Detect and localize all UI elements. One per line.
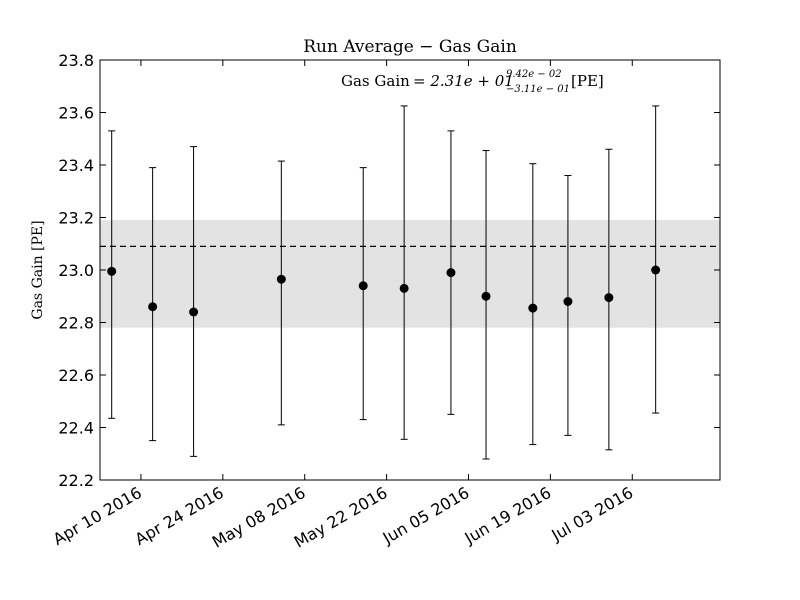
uncertainty-band — [100, 220, 720, 328]
data-point — [481, 291, 491, 301]
data-point-group — [189, 146, 199, 457]
y-tick-label: 23.8 — [58, 51, 94, 70]
data-point — [604, 293, 614, 303]
data-point-group — [276, 160, 286, 426]
data-point-group — [358, 167, 368, 421]
data-point — [563, 297, 573, 306]
x-tick-label: Jun 19 2016 — [461, 483, 555, 548]
data-point-group — [563, 175, 573, 436]
data-point-group — [604, 148, 614, 451]
data-point — [651, 265, 661, 275]
chart-title: Run Average − Gas Gain — [303, 37, 517, 57]
data-point-group — [651, 105, 661, 414]
fit-annotation: Gas Gain = 2.31e + 01 9.42e − 02 −3.11e … — [341, 69, 604, 95]
data-point-group — [481, 150, 491, 460]
y-tick-label: 22.4 — [58, 419, 94, 438]
y-ticks-layer: 22.2 22.4 22.6 22.8 23.0 23.2 23.4 23.6 23.8 — [58, 51, 720, 490]
data-point — [399, 283, 409, 293]
data-point-group — [399, 105, 409, 440]
y-tick-label: 23.6 — [58, 104, 94, 123]
y-tick-label: 22.2 — [58, 471, 94, 490]
y-tick-label: 23.2 — [58, 209, 94, 228]
y-tick-label: 23.0 — [58, 261, 94, 280]
data-point-group — [446, 130, 456, 415]
data-point — [189, 307, 199, 317]
data-point — [107, 266, 117, 276]
data-point — [148, 302, 158, 312]
x-tick-label: May 22 2016 — [291, 483, 391, 552]
x-tick-label: Apr 10 2016 — [50, 483, 145, 549]
data-point — [276, 274, 286, 284]
data-point-group — [148, 167, 158, 442]
x-tick-label: Jun 05 2016 — [379, 483, 473, 548]
data-point — [446, 268, 456, 278]
annotation-subscript: −3.11e − 01 — [506, 84, 570, 95]
data-point — [358, 281, 368, 291]
uncertainty-band-layer — [100, 220, 720, 328]
x-tick-label: Jul 03 2016 — [547, 483, 636, 545]
data-point-group — [528, 163, 538, 446]
annotation-unit: [PE] — [571, 72, 604, 90]
annotation-prefix: Gas Gain — [341, 72, 410, 90]
y-tick-label: 22.8 — [58, 314, 94, 333]
data-point — [528, 303, 538, 313]
data-points-layer — [107, 105, 661, 460]
data-point-group — [107, 130, 117, 419]
annotation-value: = 2.31e + 01 — [413, 72, 514, 90]
y-axis-label: Gas Gain [PE] — [30, 220, 46, 319]
y-tick-label: 22.6 — [58, 366, 94, 385]
y-tick-label: 23.4 — [58, 156, 94, 175]
annotation-superscript: 9.42e − 02 — [506, 69, 562, 80]
